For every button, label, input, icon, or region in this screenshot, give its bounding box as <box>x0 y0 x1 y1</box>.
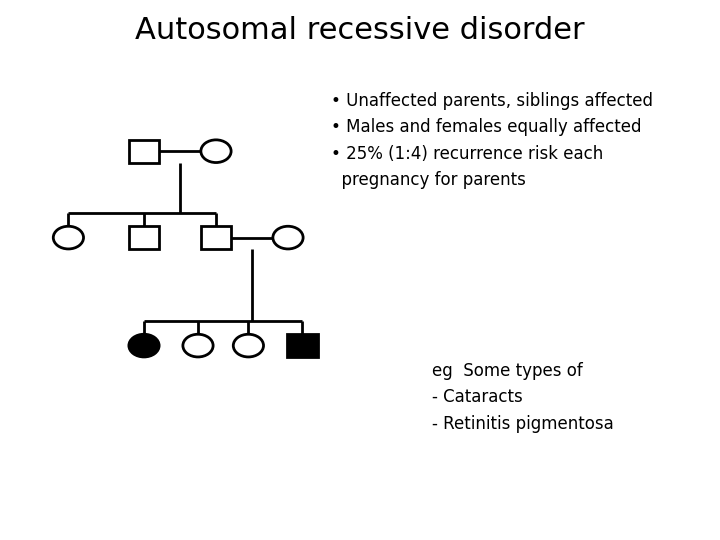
Circle shape <box>183 334 213 357</box>
Circle shape <box>53 226 84 249</box>
Circle shape <box>273 226 303 249</box>
Text: Autosomal recessive disorder: Autosomal recessive disorder <box>135 16 585 45</box>
Circle shape <box>129 334 159 357</box>
Bar <box>129 226 159 249</box>
Bar <box>287 334 318 357</box>
Text: eg  Some types of
- Cataracts
- Retinitis pigmentosa: eg Some types of - Cataracts - Retinitis… <box>432 362 613 433</box>
Text: • Unaffected parents, siblings affected
• Males and females equally affected
• 2: • Unaffected parents, siblings affected … <box>331 92 653 189</box>
Circle shape <box>201 140 231 163</box>
Circle shape <box>233 334 264 357</box>
Bar <box>129 140 159 163</box>
Bar <box>201 226 231 249</box>
